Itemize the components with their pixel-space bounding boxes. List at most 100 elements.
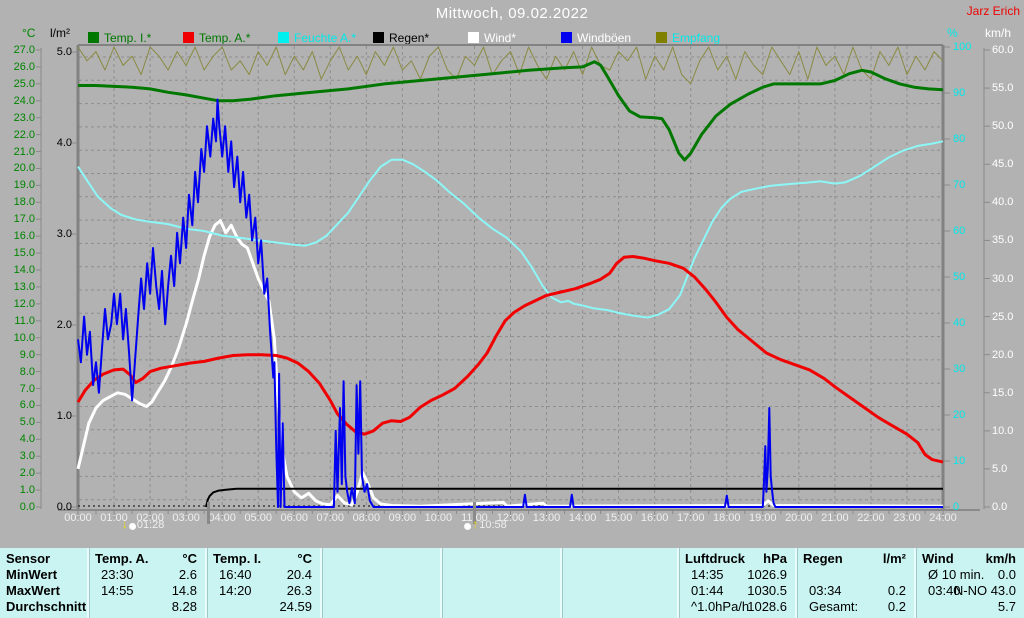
time-axis-label: 08:00: [352, 512, 381, 524]
celsius-tick-label: 16.0: [13, 230, 35, 243]
percent-tick-label: 20: [953, 409, 966, 421]
kmh-tick-label: 50.0: [992, 120, 1014, 133]
moon-icon: [464, 523, 472, 530]
cell-value: 0.0: [997, 567, 1016, 582]
percent-tick-label: 40: [953, 317, 966, 329]
table-cell-row: [320, 567, 440, 583]
weather-chart: [36, 44, 990, 518]
percent-tick-label: 60: [953, 225, 966, 237]
celsius-tick-label: 22.0: [13, 128, 35, 141]
col-name: Temp. I.: [213, 551, 262, 566]
table-cell-row: 8.28: [87, 599, 205, 615]
legend-label: Empfang: [672, 30, 721, 45]
percent-tick-label: 30: [953, 363, 966, 375]
celsius-tick-label: 26.0: [13, 60, 35, 73]
unit-label-rain: l/m²: [50, 26, 70, 40]
astro-marker-down: ↓ 01:28: [121, 517, 165, 533]
celsius-tick-label: 6.0: [19, 399, 35, 412]
series-temp_i: [78, 60, 944, 162]
celsius-tick-label: 3.0: [19, 450, 35, 463]
col-name: Luftdruck: [685, 551, 745, 566]
legend-swatch-icon: [278, 32, 289, 43]
celsius-tick-label: 13.0: [13, 280, 35, 293]
legend-item-5: Wind*: [468, 31, 516, 45]
legend-item-6: Windböen: [561, 31, 631, 45]
table-col-header: [560, 551, 677, 567]
table-cell-row: 01:44 1030.5: [677, 583, 795, 599]
table-col-row-labels: Sensor MinWert MaxWert Durchschnitt: [0, 548, 87, 618]
kmh-tick-label: 15.0: [992, 386, 1014, 399]
kmh-tick-label: 45.0: [992, 158, 1014, 171]
celsius-tick-label: 25.0: [13, 77, 35, 90]
astro-marker-time: 01:28: [136, 519, 165, 531]
cell-value: 26.3: [286, 583, 312, 598]
time-axis-label: 17:00: [676, 512, 705, 524]
time-axis-label: 09:00: [388, 512, 417, 524]
cell-value: 0.2: [887, 599, 906, 614]
cell-time: ^1.0hPa/h: [691, 599, 750, 614]
time-axis-label: 02:00: [136, 512, 164, 524]
cell-value: 5.7: [997, 599, 1016, 614]
kmh-tick-label: 35.0: [992, 234, 1014, 247]
celsius-tick-label: 18.0: [13, 196, 35, 209]
arrow-up-icon: ↑: [472, 517, 479, 531]
time-axis-label: 21:00: [821, 512, 849, 524]
table-cell-row: 03:34 0.2: [795, 583, 914, 599]
table-row-label: Sensor: [0, 551, 87, 567]
table-cell-row: Ø 10 min. 0.0: [914, 567, 1024, 583]
celsius-tick-label: 9.0: [19, 348, 35, 361]
cell-time: 03:40: [928, 583, 961, 598]
legend-swatch-icon: [88, 32, 99, 43]
astro-marker-up: ↑ 10:58: [464, 517, 507, 533]
cell-value: 8.28: [171, 599, 197, 614]
time-axis-label: 22:00: [857, 512, 885, 524]
cell-value: 1028.6: [747, 599, 787, 614]
kmh-tick-label: 10.0: [992, 424, 1014, 437]
series-temp_a: [76, 255, 944, 464]
arrow-down-icon: ↓: [121, 517, 128, 531]
legend-swatch-icon: [561, 32, 572, 43]
table-cell-row: [320, 599, 440, 615]
time-axis-label: 15:00: [604, 512, 633, 524]
celsius-tick-label: 4.0: [19, 433, 35, 446]
cell-time: Gesamt:: [809, 599, 859, 614]
rain-tick-label: 5.0: [56, 46, 72, 58]
legend-item-2: Temp. A.*: [183, 31, 250, 45]
time-axis-label: 13:00: [532, 512, 561, 524]
cell-value: 0.2: [887, 583, 906, 598]
table-cell-row: [320, 583, 440, 599]
page-title: Mittwoch, 09.02.2022: [435, 5, 589, 22]
col-name: Wind: [922, 551, 954, 566]
kmh-tick-label: 55.0: [992, 82, 1014, 95]
row-label-text: Sensor: [6, 551, 51, 566]
kmh-tick-label: 20.0: [992, 348, 1014, 361]
percent-tick-label: 90: [953, 87, 966, 99]
percent-tick-label: 0: [953, 501, 960, 513]
station-user-label: Jarz Erich: [966, 4, 1020, 18]
cell-value: 20.4: [286, 567, 312, 582]
legend-swatch-icon: [183, 32, 194, 43]
legend-swatch-icon: [373, 32, 384, 43]
celsius-tick-label: 2.0: [19, 467, 35, 480]
cell-value: 14.8: [171, 583, 197, 598]
table-col-Regen: Regen l/m² 03:34 0.2 Gesamt: 0.2: [795, 548, 914, 618]
cell-time: 16:40: [219, 567, 252, 582]
table-col-header: Luftdruck hPa: [677, 551, 795, 567]
celsius-tick-label: 7.0: [19, 382, 35, 395]
time-axis-label: 18:00: [712, 512, 741, 524]
kmh-tick-label: 25.0: [992, 310, 1014, 323]
table-col-header: [440, 551, 560, 567]
cell-value: 24.59: [279, 599, 312, 614]
celsius-tick-label: 8.0: [19, 365, 35, 378]
unit-label-kmh: km/h: [985, 26, 1012, 40]
table-col-Temp. A.: Temp. A. °C 23:30 2.6 14:55 14.8 8.28: [87, 548, 205, 618]
rain-tick-label: 0.0: [56, 501, 72, 513]
rain-tick-label: 4.0: [56, 137, 72, 149]
kmh-tick-label: 60.0: [992, 44, 1014, 56]
time-axis-label: 05:00: [244, 512, 272, 524]
kmh-tick-label: 5.0: [992, 462, 1008, 475]
rain-tick-label: 3.0: [56, 228, 72, 240]
cell-time: 14:20: [219, 583, 252, 598]
table-cell-row: [560, 583, 677, 599]
time-axis-label: 23:00: [893, 512, 921, 524]
